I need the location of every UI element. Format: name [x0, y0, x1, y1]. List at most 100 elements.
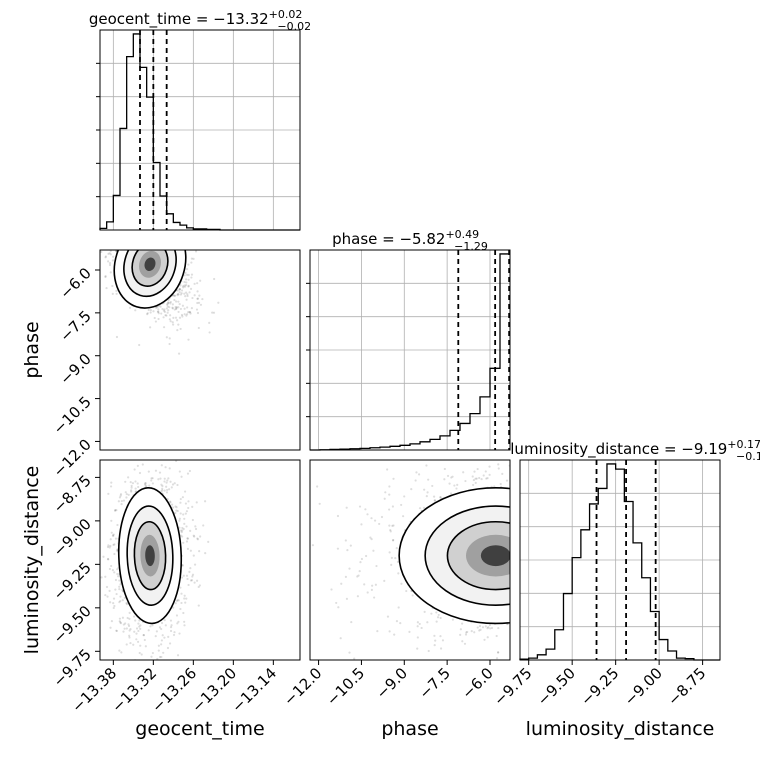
sample-point	[133, 241, 135, 243]
sample-point	[118, 588, 121, 591]
sample-point	[191, 296, 194, 300]
sample-point	[564, 624, 566, 626]
sample-point	[526, 543, 528, 545]
sample-point	[95, 224, 97, 226]
sample-point	[178, 230, 180, 232]
sample-point	[188, 570, 191, 573]
sample-point	[151, 235, 153, 237]
sample-point	[566, 578, 568, 580]
sample-point	[559, 584, 561, 586]
sample-point	[150, 236, 152, 238]
sample-point	[373, 596, 376, 599]
sample-point	[375, 564, 378, 568]
sample-point	[111, 292, 114, 295]
sample-point	[515, 559, 517, 561]
sample-point	[512, 516, 514, 518]
sample-point	[165, 314, 168, 317]
sample-point	[130, 237, 132, 239]
sample-point	[524, 534, 526, 536]
sample-point	[359, 561, 362, 564]
sample-point	[161, 484, 164, 488]
sample-point	[208, 321, 211, 324]
sample-point	[561, 498, 563, 500]
sample-point	[119, 583, 122, 586]
sample-point	[202, 524, 205, 527]
sample-point	[121, 231, 123, 233]
sample-point	[134, 619, 137, 622]
sample-point	[128, 221, 130, 223]
sample-point	[419, 661, 421, 663]
sample-point	[159, 240, 161, 242]
sample-point	[171, 303, 174, 306]
x-tick-label: −9.0	[373, 664, 411, 702]
sample-point	[158, 655, 162, 659]
sample-point	[549, 575, 551, 577]
sample-point	[443, 467, 446, 471]
sample-point	[536, 512, 538, 514]
sample-point	[591, 505, 593, 507]
sample-point	[105, 237, 107, 239]
sample-point	[103, 241, 105, 243]
sample-point	[115, 238, 117, 240]
sample-point	[544, 544, 546, 546]
x-tick-label: −10.5	[323, 664, 368, 709]
sample-point	[537, 539, 539, 541]
sample-point	[136, 640, 140, 643]
phase-histogram-panel: phase = −5.82+0.49 −1.29	[309, 228, 511, 451]
sample-point	[151, 434, 153, 436]
sample-point	[127, 242, 129, 244]
sample-point	[107, 260, 110, 263]
sample-point	[534, 612, 536, 614]
sample-point	[517, 639, 519, 641]
sample-point	[178, 448, 180, 450]
sample-point	[143, 206, 145, 208]
sample-point	[134, 243, 136, 245]
sample-point	[546, 541, 548, 543]
sample-point	[157, 308, 160, 311]
sample-point	[543, 563, 545, 565]
sample-point	[155, 242, 157, 244]
sample-point	[118, 242, 120, 244]
sample-point	[172, 247, 174, 249]
sample-point	[111, 235, 113, 237]
sample-point	[114, 578, 118, 582]
sample-point	[589, 620, 591, 622]
sample-point	[416, 625, 419, 628]
sample-point	[182, 574, 185, 577]
sample-point	[514, 555, 516, 557]
sample-point	[187, 285, 190, 288]
sample-point	[583, 546, 585, 548]
sample-point	[547, 493, 549, 495]
sample-point	[123, 242, 125, 244]
sample-point	[442, 429, 444, 431]
sample-point	[532, 554, 534, 556]
sample-point	[514, 522, 516, 524]
sample-point	[109, 601, 112, 604]
sample-point	[536, 584, 538, 586]
sample-point	[489, 627, 492, 630]
sample-point	[96, 203, 98, 205]
sample-point	[605, 573, 607, 575]
sample-point	[127, 442, 129, 444]
sample-point	[581, 488, 583, 490]
sample-point	[473, 470, 476, 473]
sample-point	[118, 233, 120, 235]
sample-point	[139, 231, 141, 233]
sample-point	[167, 309, 170, 312]
sample-point	[363, 583, 366, 586]
sample-point	[552, 545, 554, 547]
sample-point	[149, 226, 151, 228]
sample-point	[542, 475, 544, 477]
sample-point	[532, 537, 534, 539]
sample-point	[176, 292, 179, 296]
sample-point	[453, 484, 456, 487]
sample-point	[189, 312, 192, 315]
sample-point	[125, 643, 128, 646]
sample-point	[145, 242, 147, 244]
y-tick-label: −6.0	[56, 264, 94, 302]
sample-point	[558, 514, 560, 516]
sample-point	[110, 531, 113, 534]
sample-point	[574, 544, 576, 546]
sample-point	[122, 630, 125, 633]
